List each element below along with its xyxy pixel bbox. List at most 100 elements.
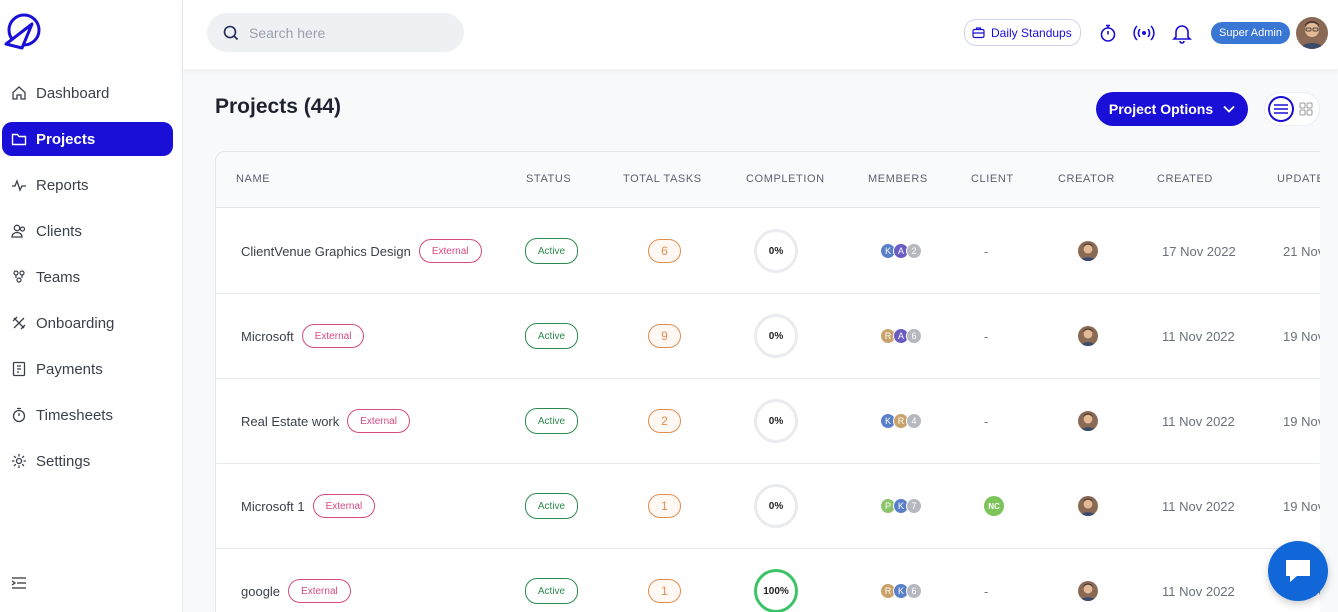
external-tag: External xyxy=(347,409,410,433)
grid-view-button[interactable] xyxy=(1294,96,1319,122)
project-name[interactable]: ClientVenue Graphics Design xyxy=(241,243,411,259)
updated-date: 19 Nov xyxy=(1283,413,1320,429)
activity-icon xyxy=(10,176,28,194)
creator-avatar[interactable] xyxy=(1078,496,1098,516)
view-toggle xyxy=(1264,92,1320,126)
external-tag: External xyxy=(288,579,351,603)
home-icon xyxy=(10,84,28,102)
total-tasks-badge: 6 xyxy=(648,239,681,263)
project-name[interactable]: Real Estate work xyxy=(241,413,340,429)
sidebar-item-onboarding[interactable]: Onboarding xyxy=(0,300,183,346)
creator-avatar[interactable] xyxy=(1078,581,1098,601)
completion-cell: 0% xyxy=(754,379,798,463)
client-empty: - xyxy=(984,328,989,344)
status-badge[interactable]: Active xyxy=(525,323,578,349)
search-input[interactable] xyxy=(249,24,449,41)
column-header[interactable]: TOTAL TASKS xyxy=(623,173,702,185)
creator-avatar[interactable] xyxy=(1078,411,1098,431)
sidebar-item-teams[interactable]: Teams xyxy=(0,254,183,300)
tasks-cell: 1 xyxy=(648,549,681,612)
status-badge[interactable]: Active xyxy=(525,408,578,434)
creator-avatar[interactable] xyxy=(1078,241,1098,261)
project-name[interactable]: Microsoft 1 xyxy=(241,498,305,514)
created-date: 11 Nov 2022 xyxy=(1162,328,1235,344)
user-avatar[interactable] xyxy=(1296,17,1328,49)
sidebar-item-label: Settings xyxy=(36,452,91,470)
sidebar-item-payments[interactable]: Payments xyxy=(0,346,183,392)
external-tag: External xyxy=(312,494,376,518)
external-tag: External xyxy=(418,239,482,263)
sidebar-item-settings[interactable]: Settings xyxy=(0,438,183,484)
sidebar-item-reports[interactable]: Reports xyxy=(0,162,183,208)
timer-icon[interactable] xyxy=(1097,22,1119,44)
client-cell: - xyxy=(984,294,988,378)
client-cell: - xyxy=(984,379,988,463)
projects-table: NAME STATUS TOTAL TASKS COMPLETION MEMBERS CL… xyxy=(215,151,1320,612)
creator-cell xyxy=(1078,294,1098,378)
broadcast-icon[interactable] xyxy=(1133,22,1155,44)
sidebar-item-timesheets[interactable]: Timesheets xyxy=(0,392,183,438)
project-name[interactable]: Microsoft xyxy=(241,328,294,344)
daily-standups-button[interactable]: Daily Standups xyxy=(964,19,1081,46)
sidebar-item-label: Teams xyxy=(36,268,81,286)
users-icon xyxy=(10,222,28,240)
sidebar-item-label: Clients xyxy=(36,222,82,240)
table-row[interactable]: ClientVenue Graphics Design External Act… xyxy=(216,209,1320,294)
column-header[interactable]: CREATOR xyxy=(1058,173,1115,185)
column-header[interactable]: MEMBERS xyxy=(868,173,928,185)
column-header[interactable]: UPDATE xyxy=(1277,173,1320,185)
page-title: Projects (44) xyxy=(215,95,342,118)
column-header[interactable]: COMPLETION xyxy=(746,173,825,185)
status-badge[interactable]: Active xyxy=(525,578,578,604)
updated-date: 21 Nov xyxy=(1283,243,1320,259)
collapse-menu-icon[interactable] xyxy=(10,574,28,592)
chevron-down-icon xyxy=(1223,105,1235,113)
status-cell: Active xyxy=(525,209,578,293)
status-badge[interactable]: Active xyxy=(525,238,578,264)
search-box[interactable] xyxy=(207,13,464,52)
sidebar-item-clients[interactable]: Clients xyxy=(0,208,183,254)
role-badge: Super Admin xyxy=(1211,22,1290,44)
sidebar-item-label: Payments xyxy=(36,360,103,378)
column-header[interactable]: STATUS xyxy=(526,173,572,185)
created-date: 11 Nov 2022 xyxy=(1162,413,1235,429)
creator-cell xyxy=(1078,549,1098,612)
column-header[interactable]: CREATED xyxy=(1157,173,1213,185)
sidebar-item-dashboard[interactable]: Dashboard xyxy=(0,70,183,116)
creator-cell xyxy=(1078,379,1098,463)
chat-button[interactable] xyxy=(1268,541,1328,601)
status-cell: Active xyxy=(525,379,578,463)
client-empty: - xyxy=(984,413,989,429)
creator-avatar[interactable] xyxy=(1078,326,1098,346)
bell-icon[interactable] xyxy=(1171,22,1193,44)
app-logo[interactable] xyxy=(2,12,42,54)
project-name-cell: Microsoft 1 External xyxy=(241,464,376,548)
list-view-button[interactable] xyxy=(1268,96,1294,122)
column-header[interactable]: CLIENT xyxy=(971,173,1014,185)
status-badge[interactable]: Active xyxy=(525,493,578,519)
client-cell: - xyxy=(984,209,988,293)
creator-cell xyxy=(1078,209,1098,293)
client-avatar[interactable]: NC xyxy=(984,496,1004,516)
project-name[interactable]: google xyxy=(241,583,281,599)
list-icon xyxy=(1273,104,1288,114)
total-tasks-badge: 1 xyxy=(648,494,681,518)
sidebar-item-label: Dashboard xyxy=(36,84,110,102)
column-header[interactable]: NAME xyxy=(236,173,271,185)
completion-ring: 100% xyxy=(754,569,798,612)
table-header: NAME STATUS TOTAL TASKS COMPLETION MEMBERS CL… xyxy=(216,152,1320,208)
total-tasks-badge: 9 xyxy=(648,324,681,348)
project-options-button[interactable]: Project Options xyxy=(1096,92,1248,126)
sidebar-item-projects[interactable]: Projects xyxy=(0,116,183,162)
